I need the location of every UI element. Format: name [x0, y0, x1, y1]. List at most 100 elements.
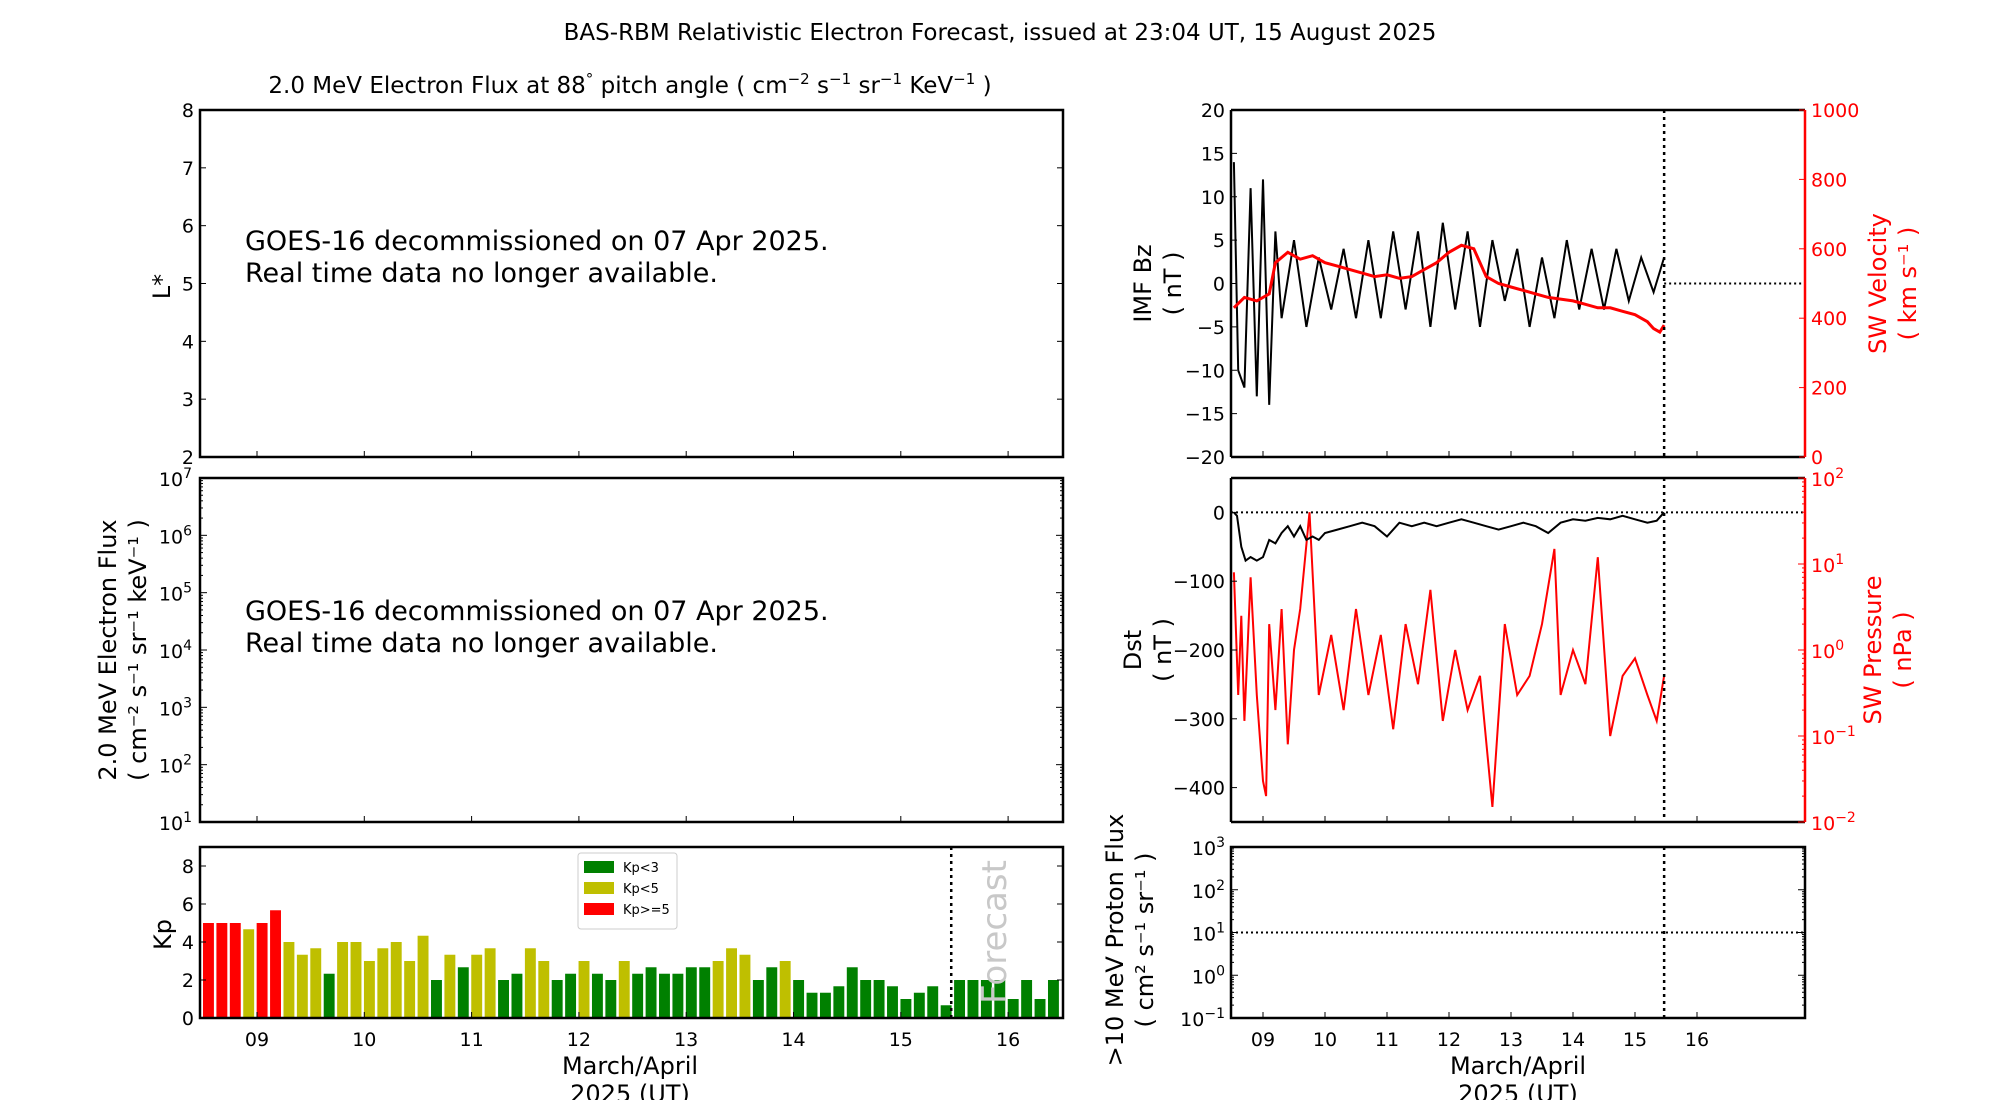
x-tick-label: 16 — [1685, 1029, 1709, 1051]
sw-pressure-ylabel-line: SW Pressure — [1859, 575, 1887, 724]
y-tick-label: 2 — [182, 970, 194, 992]
x-tick-label: 15 — [889, 1029, 913, 1051]
forecast-label: Forecast — [975, 860, 1015, 1004]
kp-bar — [591, 973, 603, 1018]
kp-bar — [270, 910, 281, 1018]
kp-panel: 0 2 4 6 8 09 10 11 12 13 14 15 16 Forecast Kp March/Apr… — [149, 845, 1065, 1100]
y-tick-label: 2 — [182, 447, 194, 469]
kp-bar — [632, 973, 644, 1018]
imf-panel: −20−15−10−50510152002004006008001000IMF … — [1129, 100, 1922, 469]
y-tick-label: 101 — [159, 810, 192, 835]
kp-bar — [618, 961, 630, 1018]
y-tick-label: 4 — [182, 331, 194, 353]
no-data-message: GOES-16 decommissioned on 07 Apr 2025. — [245, 226, 829, 257]
kp-bar — [203, 923, 214, 1018]
kp-bar — [766, 967, 778, 1018]
kp-bar — [726, 948, 737, 1018]
kp-bar — [310, 948, 322, 1018]
kp-bar — [323, 973, 335, 1018]
kp-bar — [927, 986, 939, 1018]
kp-bar — [498, 980, 509, 1018]
y2-tick-label: 800 — [1811, 169, 1847, 191]
y-tick-label: 100 — [1192, 963, 1225, 988]
kp-bar — [229, 923, 241, 1018]
legend-label: Kp<3 — [623, 861, 659, 876]
kp-bar — [913, 992, 925, 1018]
kp-bar — [833, 986, 845, 1018]
kp-bar — [605, 980, 617, 1018]
x-tick-label: 12 — [567, 1029, 591, 1051]
y2-tick-label: 600 — [1811, 239, 1847, 261]
dst-line — [1233, 511, 1665, 563]
y-tick-label: 106 — [159, 523, 192, 548]
no-data-message: GOES-16 decommissioned on 07 Apr 2025. — [245, 596, 829, 627]
y-tick-label: 103 — [159, 695, 192, 720]
kp-bar — [806, 992, 818, 1018]
x-tick-label: 09 — [1251, 1029, 1275, 1051]
kp-bar — [511, 973, 523, 1018]
kp-bar — [873, 980, 885, 1018]
kp-bar — [940, 1005, 952, 1018]
proton-ylabel-line: >10 MeV Proton Flux — [1101, 814, 1129, 1067]
y2-tick-label: 1000 — [1811, 100, 1859, 122]
kp-bar — [672, 973, 684, 1018]
y-tick-label: 20 — [1201, 100, 1225, 122]
sw-pressure-line — [1232, 512, 1666, 807]
dst-ylabel: Dst( nT ) — [1119, 618, 1177, 682]
y-tick-label: 8 — [182, 856, 194, 878]
x-tick-label: 12 — [1437, 1029, 1461, 1051]
y-tick-label: 10−1 — [1180, 1006, 1225, 1031]
y2-tick-label: 102 — [1811, 466, 1844, 491]
kp-bar — [900, 999, 912, 1018]
kp-bar — [390, 942, 402, 1018]
y-tick-label: −20 — [1185, 447, 1225, 469]
y-tick-label: 102 — [159, 753, 192, 778]
kp-bar — [283, 942, 295, 1018]
legend-label: Kp<5 — [623, 882, 659, 897]
proton-ylabel: >10 MeV Proton Flux( cm² s⁻¹ sr⁻¹ ) — [1101, 814, 1159, 1067]
y-tick-label: 6 — [182, 216, 194, 238]
x-tick-label: 14 — [1561, 1029, 1585, 1051]
y-tick-label: 15 — [1201, 143, 1225, 165]
kp-bar — [739, 954, 751, 1018]
kp-bar — [1021, 980, 1033, 1018]
x-tick-label: 14 — [781, 1029, 805, 1051]
kp-bar — [645, 967, 657, 1018]
kp-bar — [752, 980, 764, 1018]
imf-bz-line — [1232, 162, 1666, 405]
kp-bar — [538, 961, 550, 1018]
kp-bar — [565, 973, 577, 1018]
y-tick-label: −400 — [1173, 778, 1225, 800]
legend-swatch — [584, 882, 614, 894]
no-data-message: Real time data no longer available. — [245, 258, 718, 289]
kp-bar — [444, 954, 456, 1018]
electron-flux-ylabel-line: ( cm⁻² s⁻¹ sr⁻¹ keV⁻¹ ) — [124, 519, 152, 781]
kp-bar — [954, 980, 966, 1018]
y-tick-label: −10 — [1185, 360, 1225, 382]
x-tick-label: 10 — [1313, 1029, 1337, 1051]
proton-panel: 10−1 100 101 102 103 09 10 11 12 13 14 15 16 >10 MeV … — [1101, 814, 1807, 1100]
y-tick-label: 102 — [1192, 878, 1225, 903]
electron-flux-ylabel: 2.0 MeV Electron Flux( cm⁻² s⁻¹ sr⁻¹ keV… — [94, 519, 152, 781]
kp-bar — [1047, 980, 1059, 1018]
kp-bar — [712, 961, 724, 1018]
kp-bar — [417, 935, 429, 1018]
y-tick-label: 0 — [1213, 274, 1225, 296]
kp-bar — [363, 961, 375, 1018]
kp-bar — [484, 948, 496, 1018]
y-tick-label: −200 — [1173, 640, 1225, 662]
kp-bar — [980, 980, 992, 1018]
x-tick-label: 10 — [352, 1029, 376, 1051]
sw-pressure-ylabel: SW Pressure( nPa ) — [1859, 575, 1917, 724]
y2-tick-label: 10−1 — [1811, 724, 1856, 749]
x-tick-label: 13 — [1499, 1029, 1523, 1051]
legend-swatch — [584, 903, 614, 915]
y-tick-label: 105 — [159, 581, 192, 606]
y-tick-label: 3 — [182, 389, 194, 411]
kp-bar — [256, 923, 268, 1018]
kp-bar — [779, 961, 791, 1018]
y-tick-label: 10 — [1201, 187, 1225, 209]
x-tick-label: 11 — [460, 1029, 484, 1051]
